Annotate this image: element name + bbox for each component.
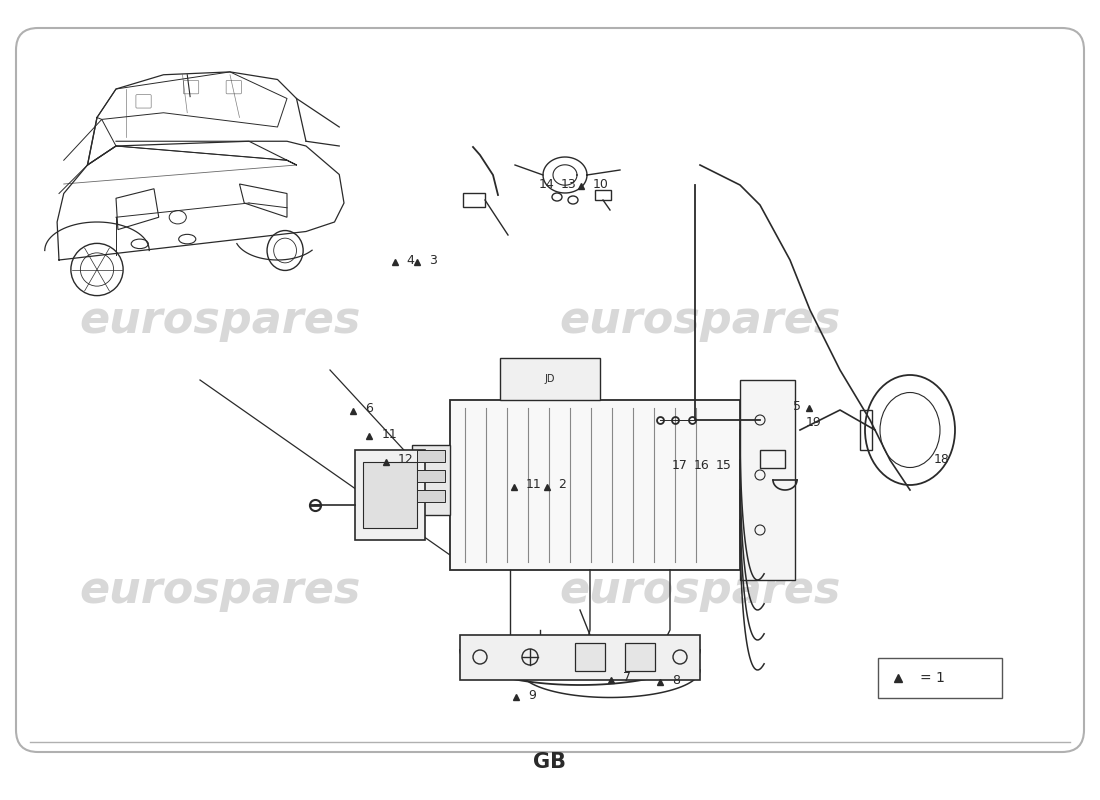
FancyBboxPatch shape [460, 635, 700, 680]
FancyBboxPatch shape [417, 490, 446, 502]
Text: 5: 5 [793, 400, 801, 413]
Text: 4: 4 [407, 254, 415, 266]
Text: 13: 13 [561, 178, 576, 190]
Text: 6: 6 [365, 402, 373, 415]
FancyBboxPatch shape [575, 643, 605, 671]
FancyBboxPatch shape [500, 358, 600, 400]
FancyBboxPatch shape [412, 445, 450, 515]
Text: eurospares: eurospares [559, 569, 840, 611]
Text: 14: 14 [539, 178, 554, 190]
Text: eurospares: eurospares [79, 569, 361, 611]
Text: 17: 17 [672, 459, 688, 472]
FancyBboxPatch shape [625, 643, 654, 671]
FancyBboxPatch shape [450, 400, 740, 570]
FancyBboxPatch shape [417, 450, 446, 462]
FancyBboxPatch shape [417, 470, 446, 482]
Text: 11: 11 [526, 478, 541, 491]
FancyBboxPatch shape [740, 380, 795, 580]
Text: 10: 10 [593, 178, 608, 190]
Text: eurospares: eurospares [559, 298, 840, 342]
Text: 3: 3 [429, 254, 437, 266]
Text: JD: JD [544, 374, 556, 384]
Text: 19: 19 [806, 416, 822, 429]
FancyBboxPatch shape [878, 658, 1002, 698]
FancyBboxPatch shape [363, 462, 417, 528]
Text: 11: 11 [382, 428, 397, 441]
Text: 9: 9 [528, 689, 536, 702]
Text: 8: 8 [672, 674, 680, 686]
Text: 12: 12 [398, 454, 414, 466]
Text: GB: GB [534, 752, 566, 772]
FancyBboxPatch shape [355, 450, 425, 540]
Text: eurospares: eurospares [79, 298, 361, 342]
Text: = 1: = 1 [920, 671, 945, 685]
FancyBboxPatch shape [16, 28, 1084, 752]
Text: 2: 2 [559, 478, 566, 491]
Text: 16: 16 [694, 459, 710, 472]
Text: 18: 18 [934, 454, 949, 466]
Text: 15: 15 [716, 459, 732, 472]
Text: 7: 7 [624, 671, 631, 684]
